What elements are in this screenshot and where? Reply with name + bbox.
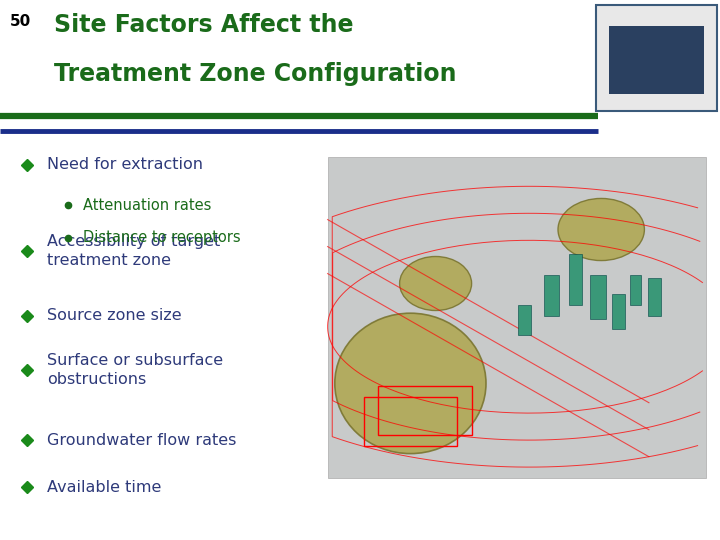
Bar: [612, 294, 625, 329]
Text: Accessibility of target
treatment zone: Accessibility of target treatment zone: [47, 234, 220, 268]
Text: COUNCIL: COUNCIL: [600, 47, 604, 69]
Bar: [609, 26, 704, 94]
Text: Surface or subsurface
obstructions: Surface or subsurface obstructions: [47, 353, 223, 387]
Text: 50: 50: [9, 14, 31, 29]
Text: Site Factors Affect the: Site Factors Affect the: [54, 14, 354, 37]
Text: Distance to receptors: Distance to receptors: [83, 230, 240, 245]
Bar: [378, 386, 472, 435]
Text: Source zone size: Source zone size: [47, 308, 181, 323]
Text: ITRC: ITRC: [630, 48, 683, 68]
Bar: [630, 275, 641, 305]
Text: * REGULATORY *: * REGULATORY *: [634, 100, 679, 105]
Bar: [518, 305, 531, 335]
Text: Need for extraction: Need for extraction: [47, 157, 203, 172]
Text: Treatment Zone Configuration: Treatment Zone Configuration: [54, 62, 456, 86]
Bar: [648, 278, 661, 316]
Bar: [596, 5, 717, 111]
Bar: [364, 397, 457, 445]
Text: INTERSTATE: INTERSTATE: [638, 12, 675, 17]
Text: Attenuation rates: Attenuation rates: [83, 198, 211, 213]
Ellipse shape: [335, 313, 486, 454]
Text: Available time: Available time: [47, 480, 161, 495]
Bar: [569, 254, 582, 305]
Ellipse shape: [558, 198, 644, 260]
Ellipse shape: [400, 256, 472, 310]
Text: TECHNOLOGY: TECHNOLOGY: [709, 41, 714, 75]
Text: Groundwater flow rates: Groundwater flow rates: [47, 433, 236, 448]
Bar: [590, 275, 606, 319]
Bar: [328, 157, 706, 478]
Bar: [544, 275, 559, 316]
